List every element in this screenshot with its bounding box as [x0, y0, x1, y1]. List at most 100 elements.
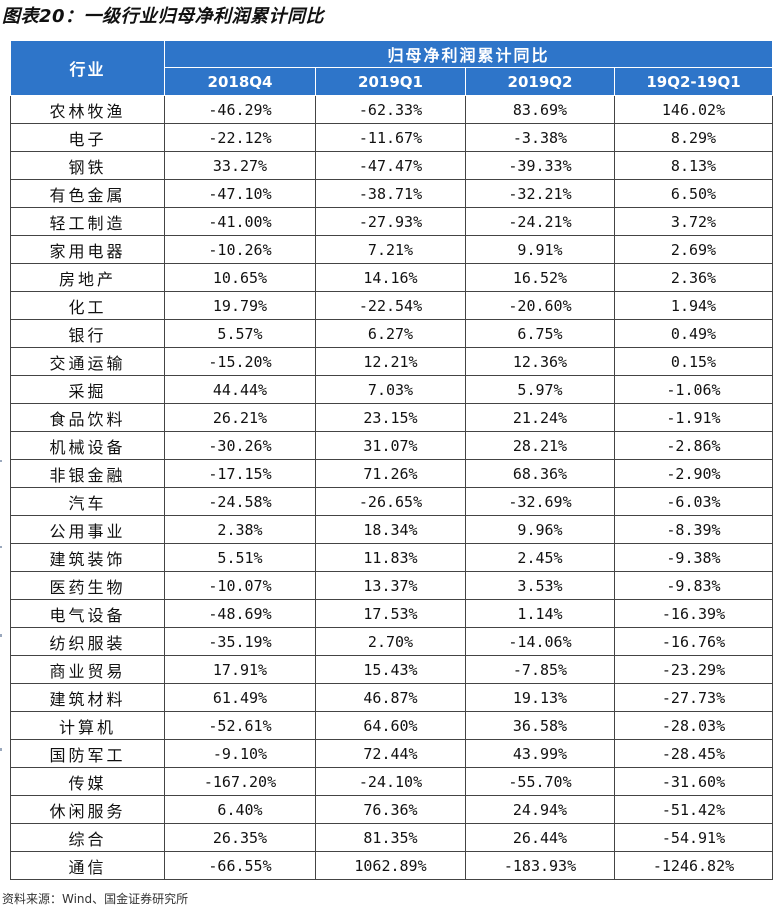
- value-cell: -9.38%: [613, 543, 774, 572]
- value-cell: 81.35%: [315, 823, 466, 852]
- value-cell: -41.00%: [164, 207, 316, 236]
- group-column-header: 归母净利润累计同比: [163, 40, 774, 68]
- table-row: 电子 -22.12% -11.67% -3.38% 8.29%: [10, 123, 774, 152]
- value-cell: -62.33%: [315, 95, 466, 124]
- value-cell: 9.96%: [465, 515, 615, 544]
- value-cell: -15.20%: [164, 347, 316, 376]
- industry-cell: 传媒: [10, 767, 165, 796]
- industry-cell: 非银金融: [10, 459, 165, 488]
- value-cell: -10.07%: [164, 571, 316, 600]
- value-cell: 0.15%: [613, 347, 774, 376]
- value-cell: 2.69%: [613, 235, 774, 264]
- value-cell: 17.53%: [315, 599, 466, 628]
- industry-cell: 银行: [10, 319, 165, 348]
- value-cell: 8.29%: [613, 123, 774, 152]
- value-cell: 14.16%: [315, 263, 466, 292]
- value-cell: -6.03%: [613, 487, 774, 516]
- industry-cell: 交通运输: [10, 347, 165, 376]
- table-row: 非银金融 -17.15% 71.26% 68.36% -2.90%: [10, 459, 774, 488]
- value-cell: 5.97%: [465, 375, 615, 404]
- value-cell: 72.44%: [315, 739, 466, 768]
- table-container: 行业 归母净利润累计同比 2018Q4 2019Q1 2019Q2 19Q2-1…: [10, 40, 774, 880]
- value-cell: 24.94%: [465, 795, 615, 824]
- value-cell: 146.02%: [613, 95, 774, 124]
- value-cell: -20.60%: [465, 291, 615, 320]
- value-cell: 13.37%: [315, 571, 466, 600]
- value-cell: -14.06%: [465, 627, 615, 656]
- table-row: 农林牧渔 -46.29% -62.33% 83.69% 146.02%: [10, 95, 774, 124]
- table-header: 行业 归母净利润累计同比 2018Q4 2019Q1 2019Q2 19Q2-1…: [10, 40, 774, 96]
- value-cell: -8.39%: [613, 515, 774, 544]
- table-row: 房地产 10.65% 14.16% 16.52% 2.36%: [10, 263, 774, 292]
- value-cell: 44.44%: [164, 375, 316, 404]
- table-row: 家用电器 -10.26% 7.21% 9.91% 2.69%: [10, 235, 774, 264]
- value-cell: 2.36%: [613, 263, 774, 292]
- value-cell: -16.39%: [613, 599, 774, 628]
- value-cell: 1.14%: [465, 599, 615, 628]
- value-cell: -183.93%: [465, 851, 615, 880]
- table-row: 化工 19.79% -22.54% -20.60% 1.94%: [10, 291, 774, 320]
- table-row: 汽车 -24.58% -26.65% -32.69% -6.03%: [10, 487, 774, 516]
- value-cell: -30.26%: [164, 431, 316, 460]
- value-cell: -28.03%: [613, 711, 774, 740]
- table-row: 纺织服装 -35.19% 2.70% -14.06% -16.76%: [10, 627, 774, 656]
- value-cell: -54.91%: [613, 823, 774, 852]
- industry-cell: 建筑装饰: [10, 543, 165, 572]
- value-cell: 21.24%: [465, 403, 615, 432]
- value-cell: -1.91%: [613, 403, 774, 432]
- value-cell: -47.47%: [315, 151, 466, 180]
- value-cell: -2.86%: [613, 431, 774, 460]
- value-cell: 1.94%: [613, 291, 774, 320]
- value-cell: -48.69%: [164, 599, 316, 628]
- value-cell: 28.21%: [465, 431, 615, 460]
- value-cell: 19.79%: [164, 291, 316, 320]
- table-row: 轻工制造 -41.00% -27.93% -24.21% 3.72%: [10, 207, 774, 236]
- industry-cell: 通信: [10, 851, 165, 880]
- value-cell: -24.58%: [164, 487, 316, 516]
- value-cell: 61.49%: [164, 683, 316, 712]
- table-row: 商业贸易 17.91% 15.43% -7.85% -23.29%: [10, 655, 774, 684]
- table-row: 传媒 -167.20% -24.10% -55.70% -31.60%: [10, 767, 774, 796]
- industry-cell: 机械设备: [10, 431, 165, 460]
- value-cell: -27.93%: [315, 207, 466, 236]
- value-cell: -26.65%: [315, 487, 466, 516]
- industry-cell: 轻工制造: [10, 207, 165, 236]
- value-cell: 15.43%: [315, 655, 466, 684]
- table-row: 电气设备 -48.69% 17.53% 1.14% -16.39%: [10, 599, 774, 628]
- value-cell: 11.83%: [315, 543, 466, 572]
- value-cell: -3.38%: [465, 123, 615, 152]
- value-cell: -46.29%: [164, 95, 316, 124]
- industry-cell: 商业贸易: [10, 655, 165, 684]
- edge-mark: [0, 460, 2, 462]
- value-cell: -11.67%: [315, 123, 466, 152]
- source-note: 资料来源：Wind、国金证券研究所: [2, 892, 189, 906]
- industry-cell: 电气设备: [10, 599, 165, 628]
- value-cell: 43.99%: [465, 739, 615, 768]
- value-cell: -24.21%: [465, 207, 615, 236]
- value-cell: -7.85%: [465, 655, 615, 684]
- value-cell: 46.87%: [315, 683, 466, 712]
- table-row: 通信 -66.55% 1062.89% -183.93% -1246.82%: [10, 851, 774, 880]
- value-cell: -47.10%: [164, 179, 316, 208]
- value-cell: 3.53%: [465, 571, 615, 600]
- value-cell: -10.26%: [164, 235, 316, 264]
- value-cell: -32.21%: [465, 179, 615, 208]
- value-cell: 19.13%: [465, 683, 615, 712]
- value-cell: -32.69%: [465, 487, 615, 516]
- value-cell: 2.70%: [315, 627, 466, 656]
- industry-cell: 电子: [10, 123, 165, 152]
- value-cell: 26.44%: [465, 823, 615, 852]
- table-body: 农林牧渔 -46.29% -62.33% 83.69% 146.02% 电子 -22.12%…: [10, 95, 774, 880]
- value-cell: 7.03%: [315, 375, 466, 404]
- industry-column-header: 行业: [10, 40, 165, 96]
- value-cell: -66.55%: [164, 851, 316, 880]
- industry-cell: 公用事业: [10, 515, 165, 544]
- value-cell: -52.61%: [164, 711, 316, 740]
- value-cell: 6.75%: [465, 319, 615, 348]
- value-cell: 33.27%: [164, 151, 316, 180]
- value-cell: 0.49%: [613, 319, 774, 348]
- industry-cell: 房地产: [10, 263, 165, 292]
- table-row: 休闲服务 6.40% 76.36% 24.94% -51.42%: [10, 795, 774, 824]
- value-cell: -2.90%: [613, 459, 774, 488]
- edge-mark: [0, 634, 2, 637]
